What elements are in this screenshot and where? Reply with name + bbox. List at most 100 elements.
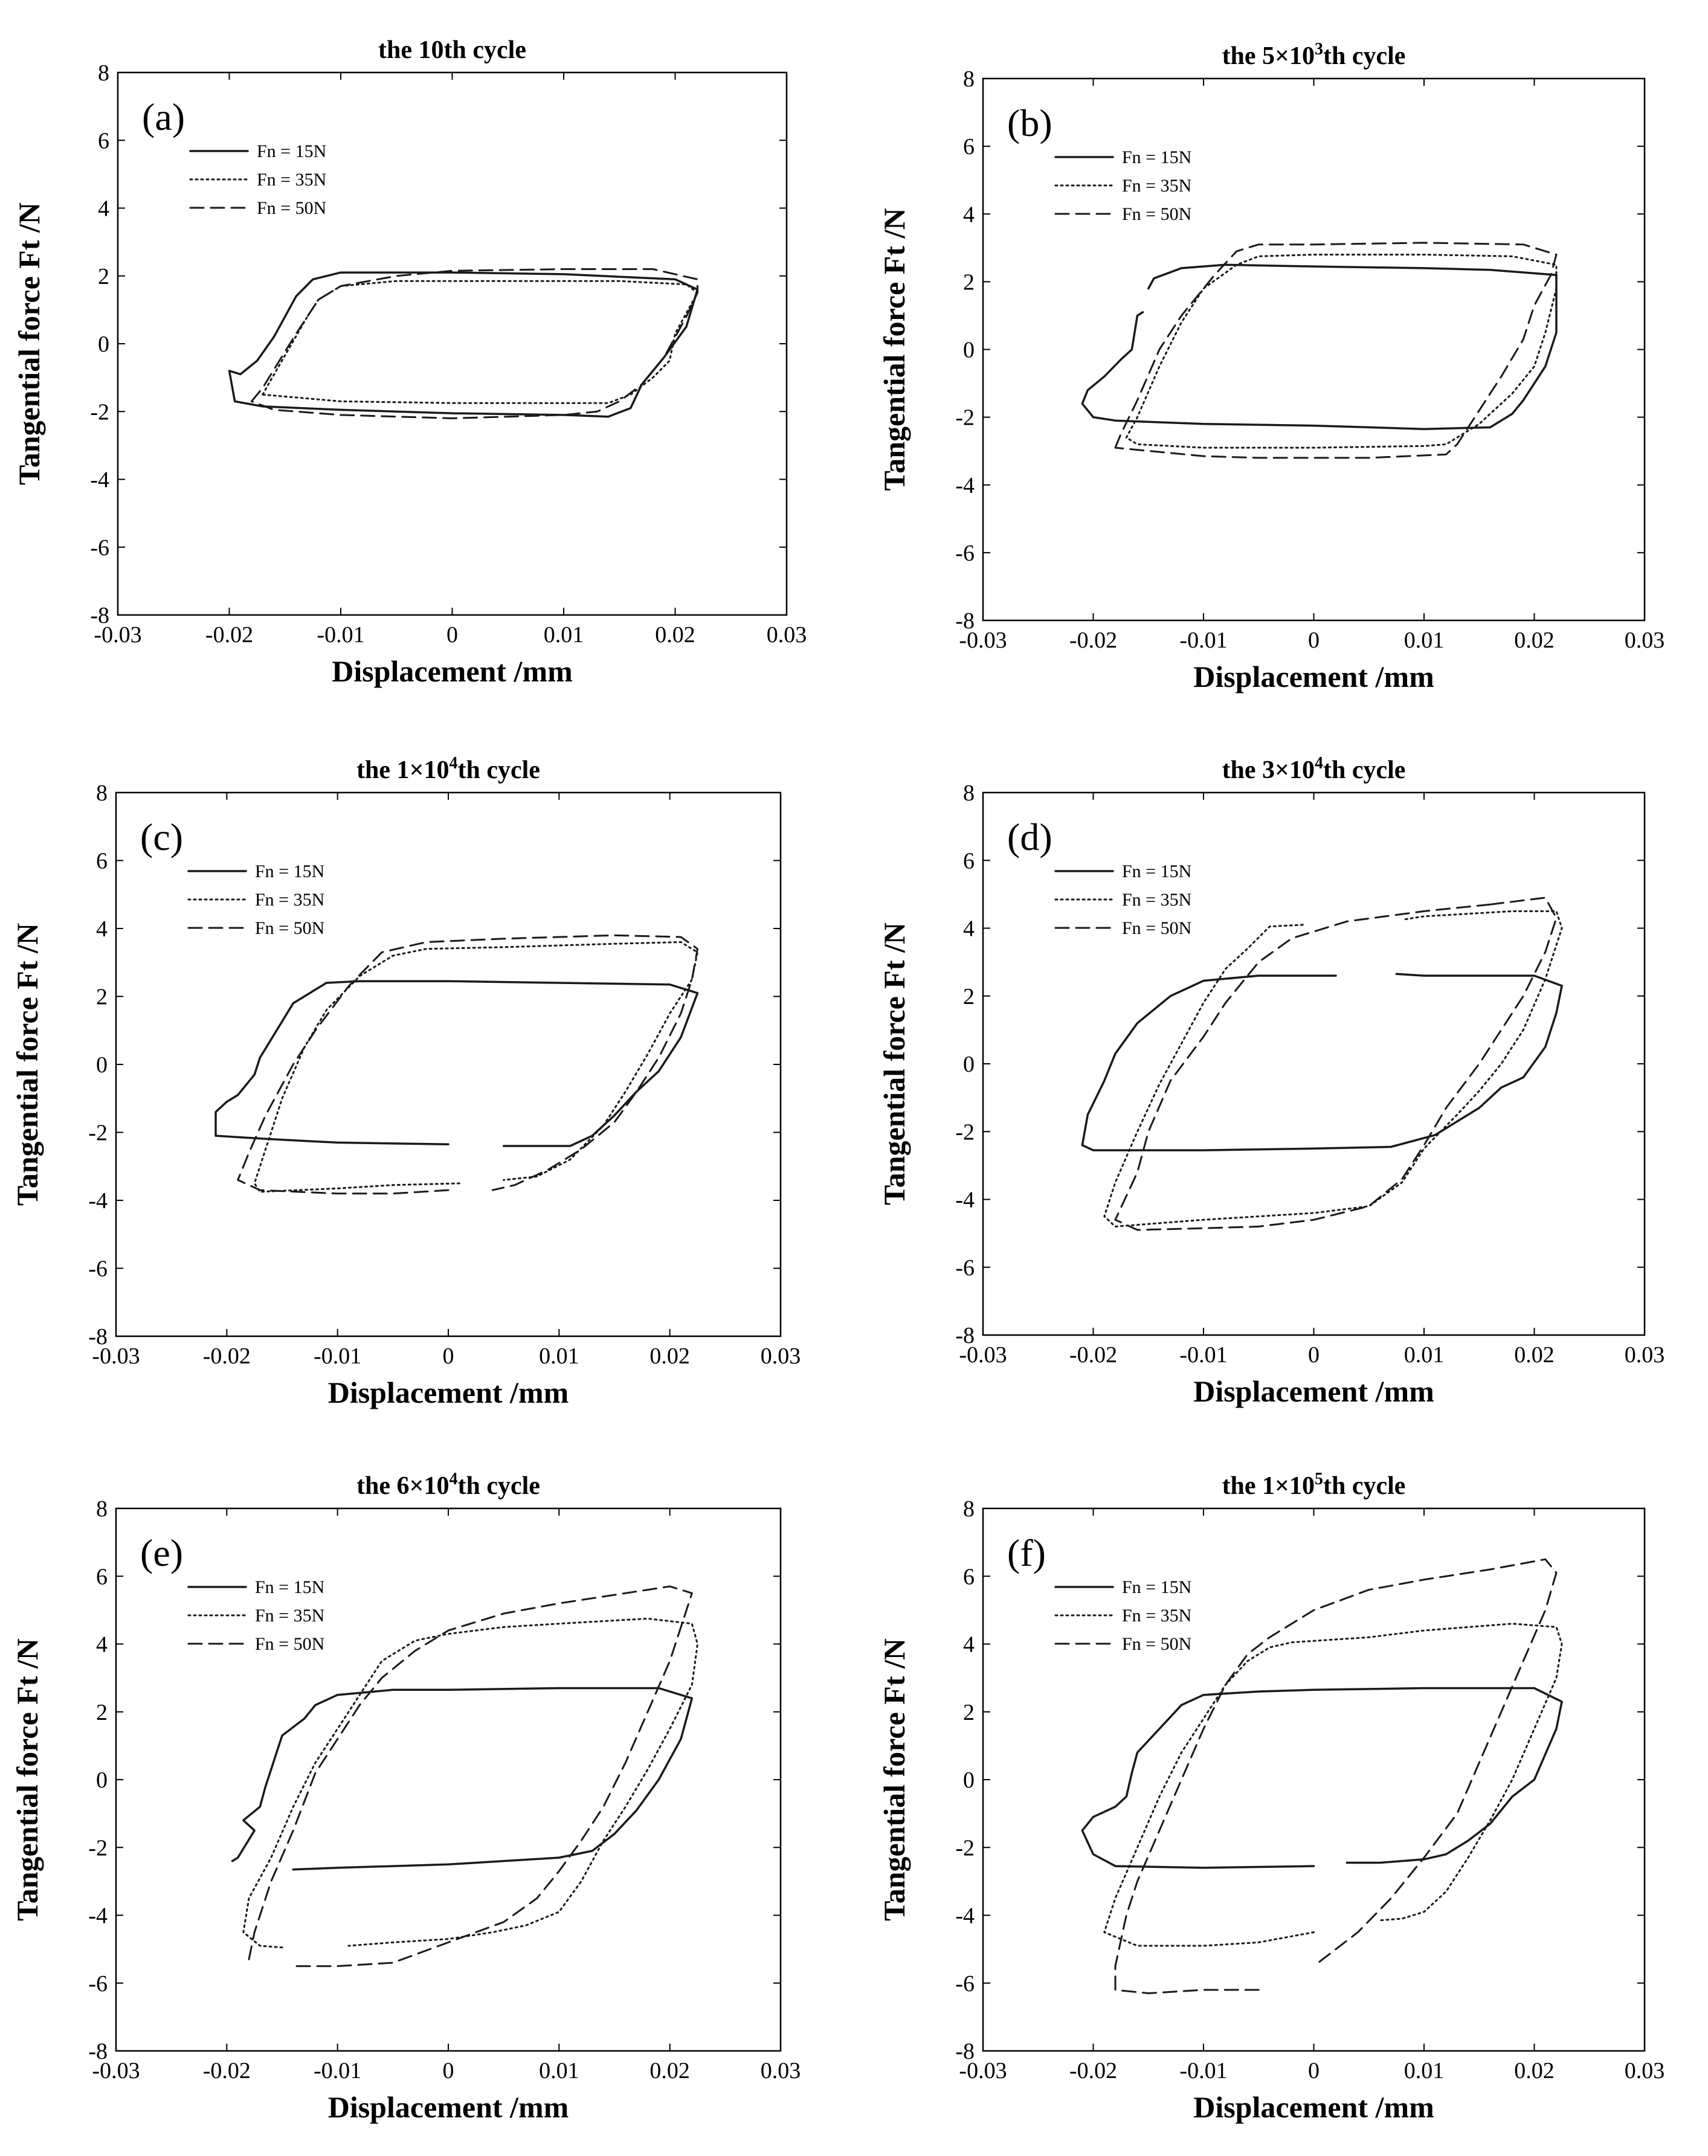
x-axis-label: Displacement /mm <box>1193 660 1434 693</box>
x-tick-label: -0.01 <box>314 2058 361 2084</box>
x-tick-label: 0.02 <box>649 2058 690 2084</box>
x-tick-label: -0.03 <box>959 2058 1007 2084</box>
y-tick-label: 2 <box>98 264 109 289</box>
series-line-fn-35n <box>1103 1623 1563 1947</box>
x-tick-label: 0 <box>1308 628 1320 653</box>
y-tick-label: 6 <box>963 1564 975 1589</box>
y-tick-label: -6 <box>88 1971 108 1997</box>
chart-title: the 5×103th cycle <box>1222 40 1406 70</box>
panel-letter: (a) <box>142 95 185 138</box>
y-tick-label: 4 <box>963 916 975 942</box>
x-tick-label: -0.03 <box>92 2058 140 2084</box>
y-tick-label: 8 <box>98 60 109 86</box>
chart-title-suffix: th cycle <box>1323 1472 1405 1500</box>
y-tick-label: -6 <box>90 535 109 561</box>
x-tick-label: 0.01 <box>539 2058 579 2084</box>
chart-panel-2: -0.03 -0.02 -0.01 0 0.01 0.02 0.03 -8 -6 -4 -2 0 2 4 6… <box>877 40 1664 693</box>
y-tick-label: -4 <box>90 468 109 493</box>
legend-label: Fn = 35N <box>1122 1606 1191 1626</box>
y-tick-label: 6 <box>96 849 108 874</box>
series-line-fn-35n <box>1125 254 1558 449</box>
x-tick-label: 0.01 <box>1404 628 1445 653</box>
x-tick-label: -0.02 <box>1069 1342 1117 1368</box>
legend-label: Fn = 50N <box>255 1634 324 1654</box>
legend-label: Fn = 50N <box>1122 204 1191 224</box>
chart-title-main: the 6×10 <box>356 1472 449 1500</box>
y-tick-label: -4 <box>955 1188 975 1213</box>
series-line-fn-35n <box>262 280 698 404</box>
y-tick-label: -2 <box>88 1121 108 1146</box>
y-axis-label: Tangential force Ft /N <box>877 1638 911 1921</box>
series-line-fn-50n <box>237 934 698 1195</box>
y-tick-label: 2 <box>96 985 108 1010</box>
chart-panel-6: -0.03 -0.02 -0.01 0 0.01 0.02 0.03 -8 -6 -4 -2 0 2 4 6… <box>877 1470 1664 2124</box>
y-tick-label: 6 <box>963 134 975 159</box>
y-tick-label: -2 <box>955 1835 975 1861</box>
x-tick-label: 0.03 <box>1625 2058 1665 2084</box>
y-tick-label: 8 <box>96 780 108 806</box>
y-tick-label: 4 <box>98 196 109 222</box>
legend-label: Fn = 15N <box>1122 147 1191 167</box>
x-tick-label: -0.02 <box>203 1343 251 1369</box>
legend-label: Fn = 50N <box>1122 918 1191 938</box>
chart-title-exponent: 4 <box>1315 754 1323 773</box>
x-tick-label: 0.03 <box>761 2058 801 2084</box>
y-tick-label: 6 <box>96 1564 108 1589</box>
series-line-fn-35n <box>242 1617 698 1949</box>
chart-title-suffix: th cycle <box>1323 42 1405 70</box>
chart-title-main: the 5×10 <box>1222 42 1315 70</box>
x-tick-label: -0.01 <box>1179 628 1227 653</box>
chart-title-suffix: th cycle <box>1323 756 1405 784</box>
chart-title: the 10th cycle <box>378 36 526 64</box>
chart-title-exponent: 5 <box>1315 1470 1323 1488</box>
x-tick-label: 0 <box>443 1343 454 1369</box>
x-tick-label: 0 <box>1308 2058 1320 2084</box>
chart-title-main: the 10th cycle <box>378 36 526 64</box>
chart-title-exponent: 3 <box>1315 40 1323 59</box>
series-line-fn-50n <box>248 1585 693 1968</box>
x-tick-label: 0 <box>1308 1342 1320 1368</box>
y-tick-label: 8 <box>963 780 975 806</box>
y-tick-label: 4 <box>96 916 108 942</box>
panel-letter: (c) <box>140 816 183 858</box>
x-axis-label: Displacement /mm <box>328 2090 569 2124</box>
series-line-fn-50n <box>250 268 698 419</box>
y-tick-label: 0 <box>96 1052 108 1078</box>
legend-label: Fn = 50N <box>255 918 324 938</box>
y-tick-label: -8 <box>955 608 975 634</box>
legend-label: Fn = 50N <box>1122 1634 1191 1654</box>
y-tick-label: -8 <box>88 1324 108 1350</box>
x-axis-label: Displacement /mm <box>1193 1374 1434 1408</box>
x-tick-label: -0.01 <box>1179 1342 1227 1368</box>
series-line-fn-35n <box>253 941 698 1193</box>
series-line-fn-15n <box>231 1687 694 1871</box>
y-tick-label: -4 <box>955 1903 975 1929</box>
y-tick-label: -2 <box>955 405 975 431</box>
y-axis-label: Tangential force Ft /N <box>10 923 44 1206</box>
legend-label: Fn = 35N <box>255 890 324 910</box>
chart-title-main: the 3×10 <box>1222 756 1315 784</box>
y-tick-label: -2 <box>955 1119 975 1145</box>
legend-label: Fn = 15N <box>1122 1577 1191 1597</box>
x-tick-label: 0.01 <box>1404 1342 1445 1368</box>
legend-label: Fn = 35N <box>1122 176 1191 196</box>
x-tick-label: 0 <box>443 2058 454 2084</box>
x-tick-label: -0.01 <box>1179 2058 1227 2084</box>
legend-label: Fn = 15N <box>257 141 326 161</box>
y-tick-label: 2 <box>963 269 975 295</box>
y-tick-label: 2 <box>963 1700 975 1725</box>
legend-label: Fn = 35N <box>257 170 326 190</box>
y-tick-label: -8 <box>90 603 109 628</box>
y-tick-label: 0 <box>963 338 975 363</box>
x-tick-label: 0.02 <box>655 622 695 648</box>
y-axis-label: Tangential force Ft /N <box>10 1638 44 1921</box>
y-tick-label: -4 <box>88 1903 108 1929</box>
y-tick-label: 4 <box>96 1632 108 1658</box>
series-line-fn-35n <box>1103 910 1563 1228</box>
x-tick-label: -0.01 <box>317 622 364 648</box>
x-tick-label: 0.02 <box>1514 628 1555 653</box>
x-tick-label: -0.02 <box>1069 628 1117 653</box>
y-tick-label: -6 <box>955 541 975 566</box>
chart-panel-4: -0.03 -0.02 -0.01 0 0.01 0.02 0.03 -8 -6 -4 -2 0 2 4 6… <box>877 754 1664 1408</box>
